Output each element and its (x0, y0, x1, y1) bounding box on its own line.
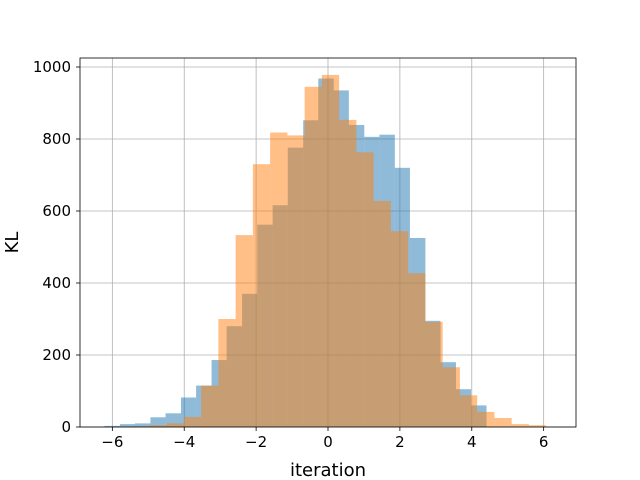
histogram-bar (339, 119, 357, 428)
histogram-bar (356, 152, 374, 427)
histogram-bar (166, 423, 184, 427)
histogram-bar (287, 135, 305, 427)
histogram-bar (304, 86, 322, 428)
x-tick-label: 0 (323, 433, 333, 451)
histogram-bar (494, 418, 512, 427)
x-tick-label: 2 (395, 433, 405, 451)
histogram-bar (252, 164, 271, 427)
x-tick-label: 4 (467, 433, 477, 451)
y-tick-label: 400 (42, 274, 71, 292)
y-axis-label: KL (2, 232, 23, 254)
histogram-series-2 (114, 74, 547, 428)
y-tick-label: 800 (42, 130, 71, 148)
histogram-bar (270, 132, 288, 427)
x-tick-label: 6 (539, 433, 549, 451)
histogram-bar (390, 231, 409, 427)
x-tick-label: −6 (101, 433, 123, 451)
histogram-bar (149, 425, 167, 427)
histogram-bar (201, 385, 219, 427)
histogram-bars (104, 74, 547, 428)
histogram-bar (477, 411, 495, 427)
histogram-bar (373, 200, 391, 427)
histogram-bar (528, 425, 547, 427)
y-tick-label: 0 (61, 418, 71, 436)
histogram-bar (218, 319, 236, 427)
histogram-bar (425, 321, 443, 427)
histogram-bar (321, 74, 340, 428)
x-axis-label: iteration (290, 460, 366, 480)
y-tick-label: 200 (42, 346, 71, 364)
histogram-bar (511, 424, 529, 427)
x-tick-label: −4 (173, 433, 195, 451)
histogram-bar (134, 423, 151, 427)
y-tick-label: 600 (42, 202, 71, 220)
histogram-bar (408, 273, 426, 427)
histogram-bar (442, 367, 460, 427)
histogram-bar (235, 235, 253, 427)
histogram-bar (104, 425, 120, 427)
y-tick-label: 1000 (33, 58, 71, 76)
histogram-bar (459, 395, 478, 427)
histogram-bar (183, 416, 202, 427)
histogram-bar (150, 417, 166, 427)
x-tick-label: −2 (245, 433, 267, 451)
axis-ticks: −6 −4 −2 0 2 4 6 0 200 400 600 800 1000 (33, 58, 549, 451)
histogram-bar (119, 424, 135, 427)
